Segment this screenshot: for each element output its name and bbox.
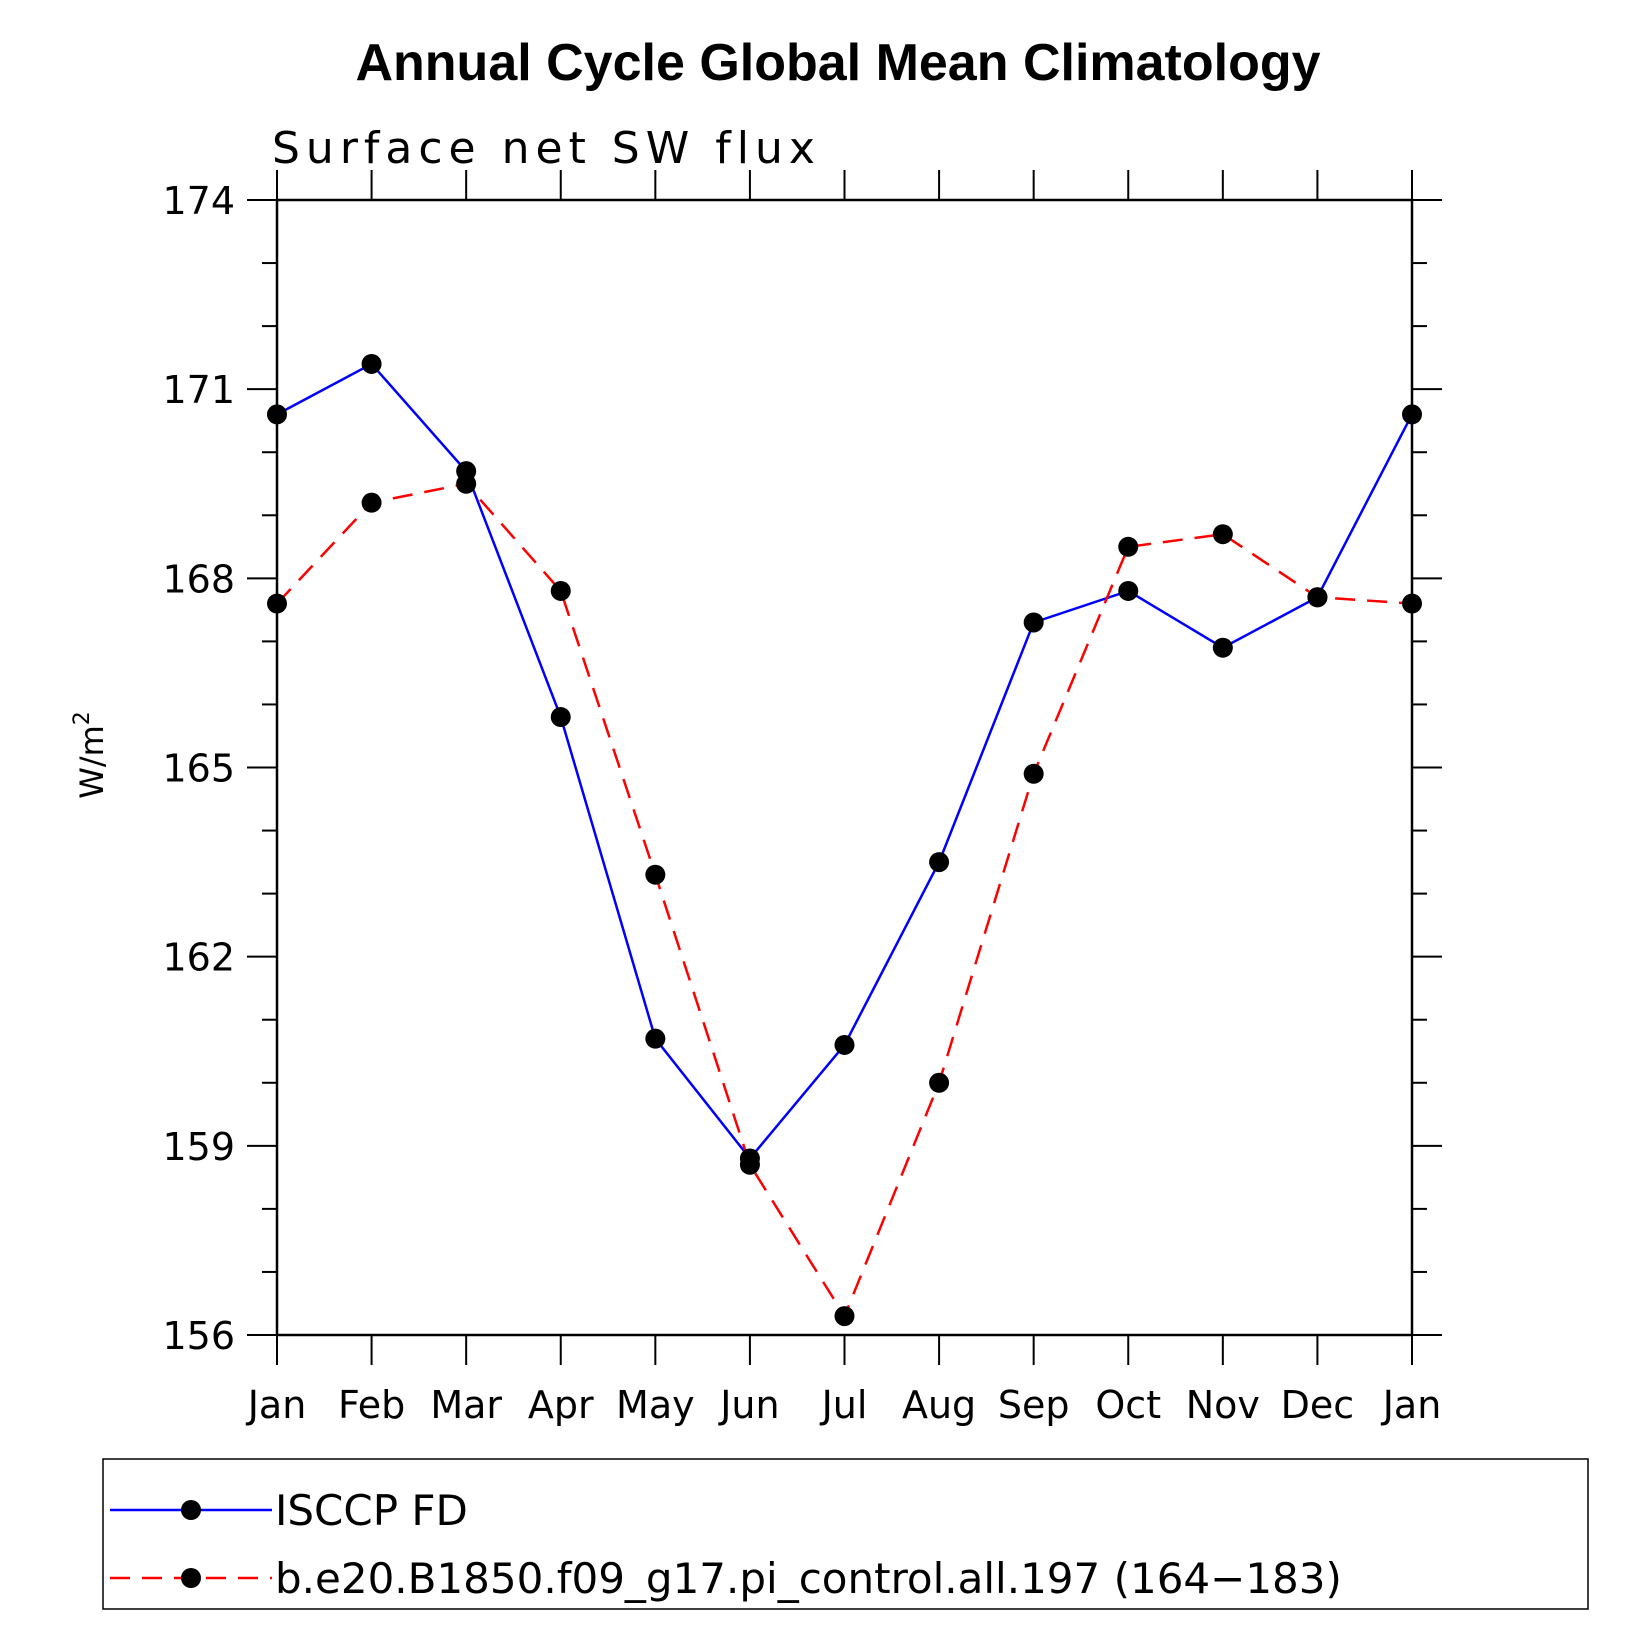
y-tick-label: 171 bbox=[162, 368, 235, 412]
series-1-point bbox=[834, 1306, 855, 1327]
y-tick-label: 168 bbox=[162, 557, 235, 601]
y-axis-label: W/m2 bbox=[70, 711, 111, 799]
series-1-point bbox=[1402, 593, 1422, 614]
chart-subtitle: Surface net SW flux bbox=[272, 123, 821, 174]
y-tick-label: 165 bbox=[162, 747, 235, 791]
y-tick-label: 156 bbox=[162, 1314, 235, 1358]
y-tick-label: 162 bbox=[162, 936, 235, 980]
x-tick-label: Aug bbox=[902, 1383, 976, 1427]
series-0-point bbox=[834, 1034, 855, 1055]
x-tick-label: Dec bbox=[1281, 1383, 1355, 1427]
legend-marker-0 bbox=[181, 1500, 201, 1520]
legend-marker-1 bbox=[181, 1568, 201, 1588]
series-line-1 bbox=[276, 482, 1413, 1319]
series-0-point bbox=[1402, 404, 1422, 425]
legend-label-1: b.e20.B1850.f09_g17.pi_control.all.197 (… bbox=[275, 1554, 1342, 1603]
series-1-point bbox=[361, 492, 382, 513]
y-axis-label-text: W/m bbox=[73, 725, 111, 799]
legend-box bbox=[102, 1458, 1589, 1610]
series-1-point bbox=[1212, 524, 1233, 545]
series-0-point bbox=[361, 353, 382, 374]
x-tick-label: Apr bbox=[528, 1383, 594, 1427]
x-tick-label: Feb bbox=[338, 1383, 405, 1427]
series-1-point bbox=[1307, 587, 1328, 608]
x-tick-label: Jan bbox=[246, 1383, 307, 1427]
x-tick-label: Oct bbox=[1095, 1383, 1161, 1427]
x-tick-label: Nov bbox=[1186, 1383, 1260, 1427]
series-0-point bbox=[1212, 637, 1233, 658]
series-0-point bbox=[1118, 580, 1139, 601]
x-tick-label: Jul bbox=[820, 1383, 868, 1427]
series-1-point bbox=[1118, 536, 1139, 557]
x-tick-label: Jun bbox=[718, 1383, 779, 1427]
series-0-point bbox=[929, 852, 950, 873]
series-1-point bbox=[1023, 763, 1044, 784]
y-tick-label: 174 bbox=[162, 179, 235, 223]
plot-frame bbox=[275, 198, 1414, 1337]
plot-area bbox=[267, 353, 1422, 1327]
series-0-point bbox=[267, 404, 287, 425]
x-tick-label: Jan bbox=[1381, 1383, 1442, 1427]
legend-label-0: ISCCP FD bbox=[275, 1486, 468, 1535]
series-1-point bbox=[267, 593, 287, 614]
series-1-point bbox=[929, 1072, 950, 1093]
y-tick-label: 159 bbox=[162, 1125, 235, 1169]
x-tick-label: May bbox=[616, 1383, 695, 1427]
series-0-point bbox=[550, 707, 571, 728]
chart-title: Annual Cycle Global Mean Climatology bbox=[355, 34, 1320, 92]
x-tick-label: Sep bbox=[998, 1383, 1070, 1427]
series-1-point bbox=[739, 1154, 760, 1175]
series-0-point bbox=[1023, 612, 1044, 633]
series-0-point bbox=[645, 1028, 666, 1049]
y-axis-label-superscript: 2 bbox=[70, 711, 95, 725]
legend: ISCCP FD b.e20.B1850.f09_g17.pi_control.a… bbox=[110, 1486, 1342, 1603]
series-1-point bbox=[456, 473, 477, 494]
series-1-point bbox=[550, 580, 571, 601]
series-1-point bbox=[645, 864, 666, 885]
x-tick-label: Mar bbox=[430, 1383, 502, 1427]
axes: 156 159 162 165 168 171 174 Jan Feb Mar Apr May Jun J… bbox=[162, 170, 1442, 1427]
